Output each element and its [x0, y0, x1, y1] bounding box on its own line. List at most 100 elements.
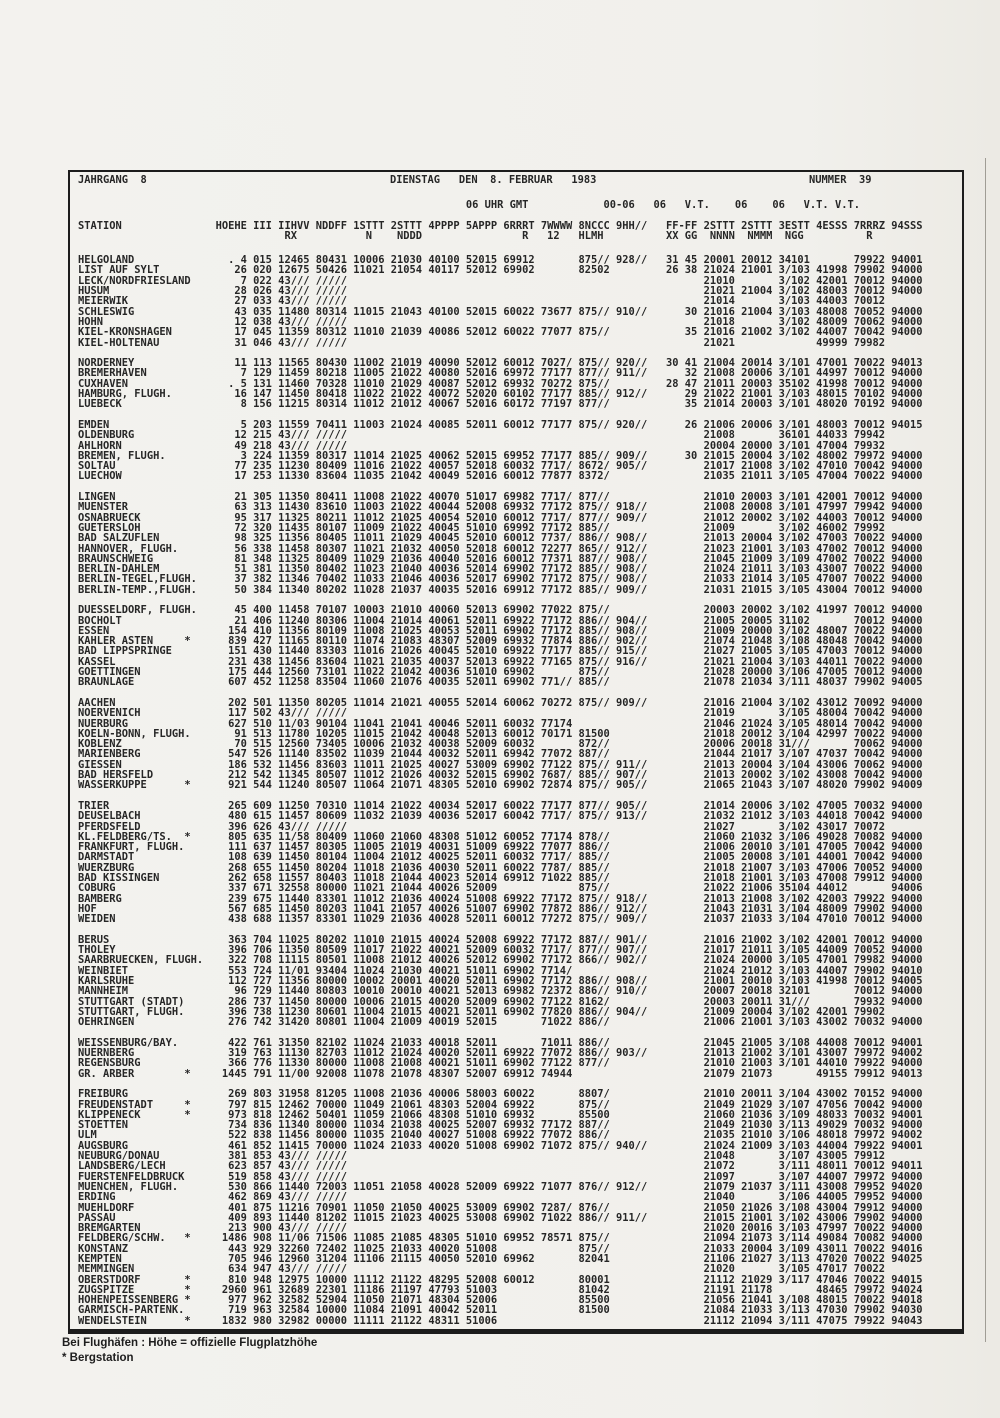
column-header-subcodes: RX N NDDD R 12 HLMH XX GG NNNN NMMM NGG … [78, 229, 873, 242]
station-table: HELGOLAND . 4 015 12465 80431 10006 2103… [78, 255, 962, 1326]
table-row: MARIENBERG 547 526 11140 83502 11039 210… [78, 748, 923, 761]
table-row: BREMEN, FLUGH. 3 224 11359 80317 11014 2… [78, 449, 923, 462]
table-row: GARMISCH-PARTENK. 719 963 32584 10000 11… [78, 1304, 923, 1317]
table-row: KIEL-KRONSHAGEN 17 045 11359 80312 11010… [78, 326, 923, 339]
table-row: WASSERKUPPE * 921 544 11240 80507 11064 … [78, 779, 923, 792]
table-row: TRIER 265 609 11250 70310 11014 21022 40… [78, 799, 923, 812]
table-row: GOETTINGEN 175 444 12560 73101 11022 210… [78, 666, 923, 679]
table-row: WENDELSTEIN * 1832 980 32982 00000 11111… [78, 1314, 923, 1327]
table-row: OEHRINGEN 276 742 31420 80801 11004 2100… [78, 1016, 923, 1029]
table-row: HANNOVER, FLUGH. 56 338 11458 80307 1102… [78, 542, 923, 555]
table-row: REGENSBURG 366 776 11330 80000 11008 210… [78, 1057, 923, 1070]
column-header-codes: STATION HOEHE III IIHVV NDDFF 1STTT 2STT… [78, 219, 923, 232]
table-row: KEMPTEN 705 946 12960 31204 11106 21115 … [78, 1252, 923, 1265]
table-row: NUERBURG 627 510 11/03 90104 11041 21041… [78, 717, 923, 730]
table-row: GIESSEN 186 532 11456 83603 11011 21025 … [78, 758, 923, 771]
table-row: NOERVENICH 117 502 43/// ///// 21019 3/1… [78, 707, 923, 720]
table-row: HOF 567 685 11450 80203 11041 21057 4002… [78, 902, 923, 915]
table-row: BERUS 363 704 11025 80202 11010 21015 40… [78, 933, 923, 946]
table-row: HOHENPEISSENBERG * 977 962 32582 52904 1… [78, 1294, 923, 1307]
footnote-bergstation: * Bergstation [62, 1352, 134, 1364]
table-row: BERLIN-DAHLEM 51 381 11350 80402 11023 2… [78, 563, 923, 576]
table-row: ZUGSPITZE * 2960 961 32689 22301 11186 2… [78, 1283, 923, 1296]
table-row: LUEBECK 8 156 11215 80314 11012 21012 40… [78, 398, 923, 411]
table-row: NORDERNEY 11 113 11565 80430 11002 21019… [78, 357, 923, 370]
table-row: BAD HERSFELD 212 542 11345 80507 11012 2… [78, 769, 923, 782]
table-row: STUTTGART, FLUGH. 396 738 11230 80601 11… [78, 1005, 885, 1018]
table-row: BOCHOLT 21 406 11240 80306 11004 21014 4… [78, 614, 923, 627]
footnotes: Bei Flughäfen : Höhe = offizielle Flugpl… [62, 1336, 317, 1366]
table-row: BAD SALZUFLEN 98 325 11356 80405 11011 2… [78, 532, 923, 545]
table-row: GUETERSLOH 72 320 11435 80107 11009 2102… [78, 521, 885, 534]
table-frame: JAHRGANG 8 DIENSTAG DEN 8. FEBRUAR 1983 … [68, 170, 964, 1334]
table-row: DEUSELBACH 480 615 11457 80609 11032 210… [78, 810, 923, 823]
table-row: DUESSELDORF, FLUGH. 45 400 11458 70107 1… [78, 604, 923, 617]
table-row: LIST AUF SYLT 26 020 12675 50426 11021 2… [78, 264, 923, 277]
table-row: HELGOLAND . 4 015 12465 80431 10006 2103… [78, 254, 923, 267]
table-row: AUGSBURG 461 852 11415 70000 11024 21033… [78, 1139, 923, 1152]
table-row: WEIDEN 438 688 11357 83301 11029 21036 4… [78, 913, 923, 926]
table-row: MEIERWIK 27 033 43/// ///// 21014 3/103 … [78, 295, 885, 308]
table-row: BRAUNSCHWEIG 81 348 11325 80409 11029 21… [78, 552, 923, 565]
table-row: SAARBRUECKEN, FLUGH. 322 708 11115 80501… [78, 954, 923, 967]
table-row: FREIBURG 269 803 31958 81205 11008 21036… [78, 1088, 923, 1101]
table-row: BAD KISSINGEN 262 658 11557 80403 11018 … [78, 872, 923, 884]
table-row: KOELN-BONN, FLUGH. 91 513 11780 10205 11… [78, 727, 923, 740]
table-row: THOLEY 396 706 11350 80509 11017 21022 4… [78, 944, 923, 957]
table-row: BREMERHAVEN 7 129 11459 80218 11005 2102… [78, 367, 923, 380]
masthead: JAHRGANG 8 DIENSTAG DEN 8. FEBRUAR 1983 … [78, 174, 962, 186]
table-row: STUTTGART (STADT) 286 737 11450 80000 10… [78, 995, 923, 1008]
table-row: KARLSRUHE 112 727 11356 80000 10002 2000… [78, 974, 923, 987]
table-row: HUSUM 28 026 43/// ///// 21021 21004 3/1… [78, 285, 923, 298]
table-row: OBERSTDORF * 810 948 12975 10000 11112 2… [78, 1273, 923, 1286]
table-row: BERLIN-TEMP.,FLUGH. 50 384 11340 80202 1… [78, 583, 923, 596]
table-row: WEISSENBURG/BAY. 422 761 31350 82102 110… [78, 1036, 923, 1049]
table-row: MUENSTER 63 313 11430 83610 11003 21022 … [78, 501, 923, 514]
table-row: KLIPPENECK * 973 818 12462 50401 11059 2… [78, 1108, 923, 1121]
table-row: KIEL-HOLTENAU 31 046 43/// ///// 21021 4… [78, 336, 885, 349]
table-row: KL.FELDBERG/TS. * 805 635 11/58 80409 11… [78, 830, 923, 843]
table-row: DARMSTADT 108 639 11450 80104 11004 2101… [78, 851, 923, 864]
table-row: STOETTEN 734 836 11340 80000 11034 21038… [78, 1119, 923, 1132]
table-row: NUERNBERG 319 763 11130 82703 11012 2102… [78, 1047, 923, 1060]
table-row: FELDBERG/SCHW. * 1486 908 11/06 71506 11… [78, 1232, 923, 1245]
table-row: SCHLESWIG 43 035 11480 80314 11015 21043… [78, 305, 923, 318]
footnote-flughaefen: Bei Flughäfen : Höhe = offizielle Flugpl… [62, 1337, 318, 1349]
table-row: AACHEN 202 501 11350 80205 11014 21021 4… [78, 696, 923, 709]
table-row: LECK/NORDFRIESLAND 7 022 43/// ///// 210… [78, 274, 923, 287]
table-row: LINGEN 21 305 11350 80411 11008 21022 40… [78, 491, 923, 504]
table-row: BREMGARTEN 213 900 43/// ///// 21020 200… [78, 1222, 923, 1235]
table-row: OLDENBURG 12 215 43/// ///// 21008 36101… [78, 429, 885, 442]
table-row: WEINBIET 553 724 11/01 93404 11024 21030… [78, 964, 923, 977]
table-row: FREUDENSTADT * 797 815 12462 70000 11049… [78, 1098, 923, 1111]
table-row: SOLTAU 77 235 11230 80409 11016 21022 40… [78, 460, 923, 473]
table-row: BERLIN-TEGEL,FLUGH. 37 382 11346 70402 1… [78, 573, 923, 586]
table-row: BAMBERG 239 675 11440 83301 11012 21036 … [78, 892, 923, 905]
table-row: MEMMINGEN 634 947 43/// ///// 21020 3/10… [78, 1263, 885, 1276]
table-row: COBURG 337 671 32558 80000 11021 21044 4… [78, 882, 923, 895]
page-edge-line [985, 158, 986, 1342]
table-row: EMDEN 5 203 11559 70411 11003 21024 4008… [78, 418, 923, 431]
table-row: LANDSBERG/LECH 623 857 43/// ///// 21072… [78, 1160, 923, 1173]
table-row: ESSEN 154 410 11356 80109 11008 21025 40… [78, 624, 923, 637]
table-row: OSNABRUECK 95 317 11325 80211 11012 2102… [78, 511, 923, 524]
table-row: KONSTANZ 443 929 32260 72402 11025 21033… [78, 1242, 923, 1255]
table-row: KOBLENZ 70 515 12560 73405 10006 21032 4… [78, 738, 923, 751]
table-row: GR. ARBER * 1445 791 11/00 92008 11078 2… [78, 1067, 923, 1080]
table-row: LUECHOW 17 253 11330 83604 11035 21042 4… [78, 470, 923, 483]
table-row: WUERZBURG 268 655 11450 80204 11018 2103… [78, 861, 923, 874]
table-row: ERDING 462 869 43/// ///// 21040 3/106 4… [78, 1191, 923, 1204]
table-row: MUENCHEN, FLUGH. 530 866 11440 72003 110… [78, 1180, 923, 1193]
table-row: PASSAU 409 893 11440 81202 11015 21023 4… [78, 1211, 923, 1224]
table-row: ULM 522 838 11456 80000 11035 21040 4002… [78, 1129, 923, 1142]
table-row: CUXHAVEN . 5 131 11460 70328 11010 21029… [78, 377, 923, 390]
table-row: KAHLER ASTEN * 839 427 11165 80110 11074… [78, 635, 923, 648]
nummer-label: NUMMER 39 [809, 174, 872, 186]
table-row: NEUBURG/DONAU 381 853 43/// ///// 21048 … [78, 1150, 885, 1163]
table-row: PFERDSFELD 396 626 43/// ///// 21027 3/1… [78, 820, 885, 833]
table-row: BRAUNLAGE 607 452 11258 83504 11060 2107… [78, 676, 923, 689]
table-row: KASSEL 231 438 11456 83604 11021 21035 4… [78, 655, 923, 668]
table-row: BAD LIPPSPRINGE 151 430 11440 83303 1101… [78, 645, 923, 658]
table-row: HAMBURG, FLUGH. 16 147 11450 80418 11022… [78, 388, 923, 401]
date-label: DIENSTAG DEN 8. FEBRUAR 1983 [390, 174, 597, 186]
